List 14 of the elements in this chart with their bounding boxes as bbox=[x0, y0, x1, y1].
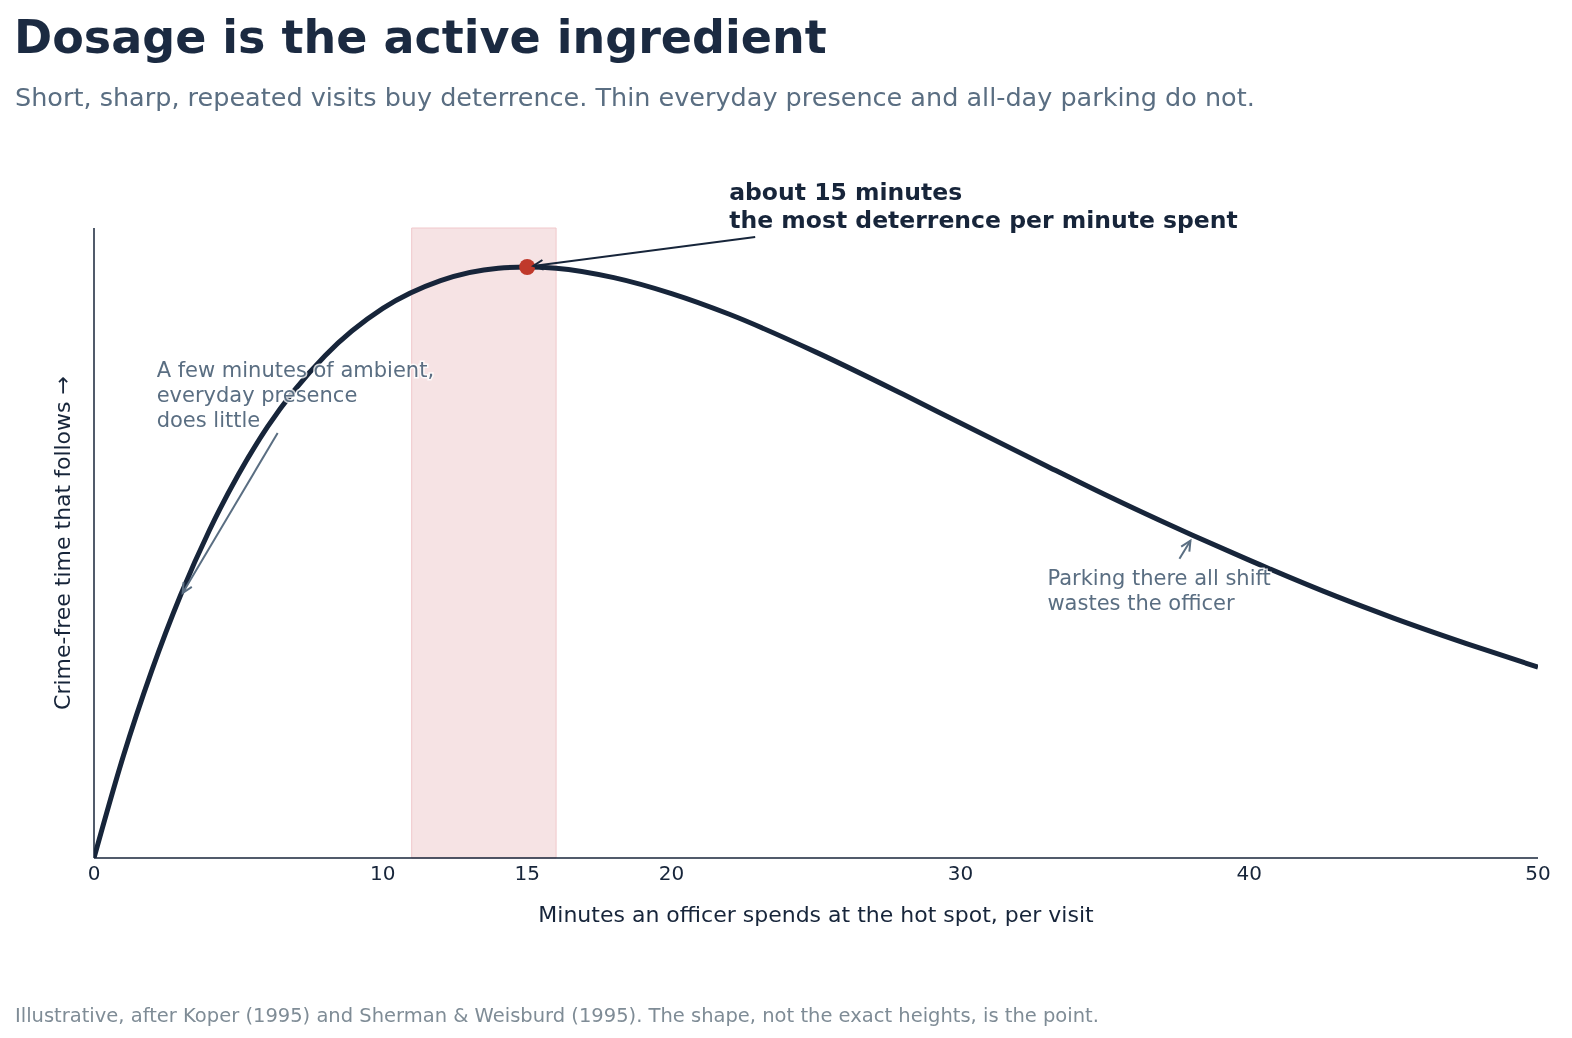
x-tick-label: 30 bbox=[947, 861, 974, 886]
x-tick-label: 15 bbox=[514, 861, 540, 886]
x-tick-label: 0 bbox=[87, 861, 101, 886]
text: Illustrative, after Koper (1995) and Sherman & Weisburd (1995). The shape, not the exact heights, is the point. bbox=[15, 1004, 1099, 1027]
chart-title: Dosage is the active ingredient bbox=[14, 10, 827, 64]
annotation: about 15 minutes the most deterrence per minute spent bbox=[729, 178, 1238, 235]
x-tick-label: 10 bbox=[370, 861, 396, 886]
x-tick-label: 20 bbox=[658, 861, 685, 886]
x-tick-label: 40 bbox=[1236, 861, 1262, 886]
y-axis-title: Crime-free time that follows → bbox=[49, 376, 75, 710]
chart-subtitle: Short, sharp, repeated visits buy deterrence. Thin everyday presence and all-day parking do not. bbox=[15, 82, 1255, 112]
x-axis-title: Minutes an officer spends at the hot spot, per visit bbox=[538, 902, 1095, 927]
x-tick-label: 50 bbox=[1525, 861, 1551, 886]
annotation: Parking there all shift wastes the officer bbox=[1047, 565, 1271, 615]
